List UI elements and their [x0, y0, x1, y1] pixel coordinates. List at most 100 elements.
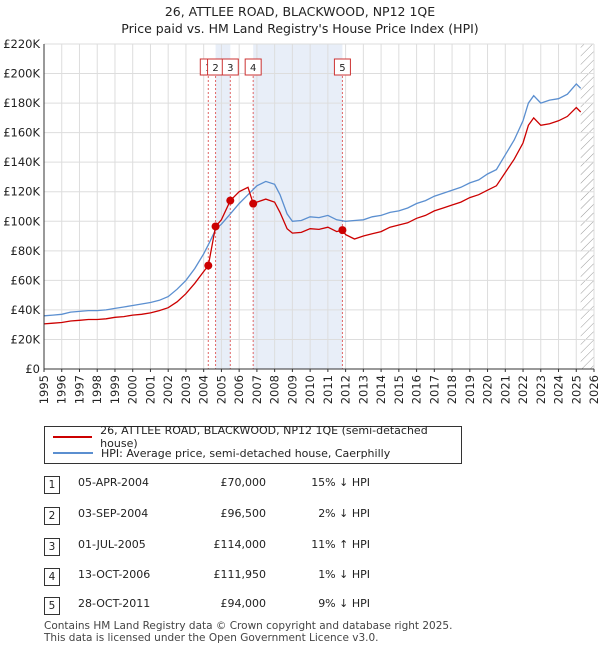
table-row: 5 28-OCT-2011 £94,000 9% ↓ HPI: [0, 597, 600, 617]
transaction-5-point: [338, 226, 347, 235]
transaction-price: £94,000: [220, 597, 267, 610]
marker-box-frame: [333, 58, 351, 76]
price-chart: 12345£0£20K£40K£60K£80K£100K£120K£140K£1…: [3, 37, 600, 404]
footer-licence: This data is licensed under the Open Gov…: [44, 632, 379, 644]
legend-item-hpi: HPI: Average price, semi-detached house,…: [53, 445, 390, 461]
marker-box-label: 2: [212, 63, 218, 74]
x-tick-label: 2014: [374, 375, 388, 404]
transaction-3-marker-box: 3: [221, 58, 239, 76]
table-row: 3 01-JUL-2005 £114,000 11% ↑ HPI: [0, 538, 600, 558]
transaction-number: 2: [44, 507, 60, 525]
x-tick-label: 2007: [250, 375, 264, 404]
y-tick-label: £100K: [3, 214, 40, 228]
legend-label-property: 26, ATTLEE ROAD, BLACKWOOD, NP12 1QE (se…: [100, 424, 428, 450]
x-tick-label: 2004: [197, 375, 211, 404]
shaded-period-4-5: [253, 44, 343, 369]
transaction-hpi: 2% ↓ HPI: [318, 507, 370, 520]
transaction-4-point: [249, 199, 258, 208]
transaction-5-marker-box: 5: [333, 58, 351, 76]
y-tick-label: £200K: [3, 67, 40, 81]
x-tick-label: 2001: [143, 375, 157, 404]
marker-box-label: 5: [339, 63, 345, 74]
x-tick-label: 2021: [498, 375, 512, 404]
transaction-1-point: [204, 261, 213, 270]
chart-title-line2: Price paid vs. HM Land Registry's House …: [121, 21, 479, 36]
legend: 26, ATTLEE ROAD, BLACKWOOD, NP12 1QE (se…: [44, 424, 462, 464]
x-tick-label: 2012: [339, 375, 353, 404]
table-row: 4 13-OCT-2006 £111,950 1% ↓ HPI: [0, 568, 600, 588]
transaction-date: 13-OCT-2006: [78, 568, 151, 581]
x-tick-label: 2013: [356, 375, 370, 404]
y-tick-label: £120K: [3, 185, 40, 199]
legend-label-hpi: HPI: Average price, semi-detached house,…: [101, 446, 391, 460]
x-tick-label: 2000: [126, 375, 140, 404]
transaction-price: £96,500: [220, 507, 267, 520]
x-tick-label: 2003: [179, 375, 193, 404]
footer: Contains HM Land Registry data © Crown c…: [44, 620, 452, 644]
transaction-3-point: [226, 196, 235, 205]
x-tick-label: 2006: [232, 375, 246, 404]
y-tick-label: £40K: [11, 303, 41, 317]
x-tick-label: 2011: [321, 375, 335, 404]
transaction-hpi: 15% ↓ HPI: [311, 476, 370, 489]
x-tick-label: 2019: [463, 375, 477, 404]
hpi-series-line: [43, 82, 582, 317]
marker-box-label: 3: [227, 63, 233, 74]
transaction-price: £70,000: [220, 476, 267, 489]
x-tick-label: 1995: [37, 375, 51, 404]
transaction-price: £111,950: [213, 568, 267, 581]
transaction-number: 1: [44, 476, 60, 494]
x-tick-label: 1997: [72, 375, 86, 404]
marker-box-label: 4: [250, 63, 256, 74]
transaction-date: 05-APR-2004: [78, 476, 150, 489]
x-tick-label: 2023: [534, 375, 548, 404]
forecast-hatch-region: [580, 44, 594, 369]
transaction-date: 01-JUL-2005: [78, 538, 146, 551]
y-tick-label: £80K: [11, 244, 41, 258]
transaction-date: 03-SEP-2004: [78, 507, 149, 520]
marker-box-frame: [244, 58, 262, 76]
y-tick-label: £220K: [3, 37, 40, 51]
x-tick-label: 2025: [569, 375, 583, 404]
footer-copyright: Contains HM Land Registry data © Crown c…: [44, 620, 453, 632]
x-tick-label: 2002: [161, 375, 175, 404]
x-tick-label: 2022: [516, 375, 530, 404]
x-tick-label: 2018: [445, 375, 459, 404]
x-tick-label: 1996: [55, 375, 69, 404]
x-tick-label: 2017: [427, 375, 441, 404]
table-row: 1 05-APR-2004 £70,000 15% ↓ HPI: [0, 476, 600, 496]
x-tick-label: 2009: [285, 375, 299, 404]
x-tick-label: 2020: [481, 375, 495, 404]
table-row: 2 03-SEP-2004 £96,500 2% ↓ HPI: [0, 507, 600, 527]
transaction-number: 4: [44, 568, 60, 586]
property-series-line: [43, 106, 582, 325]
legend-swatch-hpi: [53, 452, 93, 454]
x-tick-label: 2015: [392, 375, 406, 404]
transaction-number: 3: [44, 538, 60, 556]
y-tick-label: £180K: [3, 96, 40, 110]
y-tick-label: £60K: [11, 273, 41, 287]
transaction-hpi: 1% ↓ HPI: [318, 568, 370, 581]
x-tick-label: 2008: [268, 375, 282, 404]
x-tick-label: 2024: [552, 375, 566, 404]
transaction-hpi: 11% ↑ HPI: [311, 538, 370, 551]
legend-item-property: 26, ATTLEE ROAD, BLACKWOOD, NP12 1QE (se…: [53, 424, 461, 450]
x-tick-label: 2016: [410, 375, 424, 404]
x-tick-label: 1999: [108, 375, 122, 404]
shaded-period-2-3: [215, 44, 231, 369]
legend-swatch-property: [53, 436, 93, 438]
y-tick-label: £160K: [3, 126, 40, 140]
transaction-date: 28-OCT-2011: [78, 597, 151, 610]
chart-title-line1: 26, ATTLEE ROAD, BLACKWOOD, NP12 1QE: [164, 4, 436, 19]
x-tick-label: 2010: [303, 375, 317, 404]
y-tick-label: £0: [25, 362, 40, 376]
transaction-price: £114,000: [213, 538, 267, 551]
transaction-2-marker-box: 2: [207, 58, 225, 76]
x-tick-label: 2005: [214, 375, 228, 404]
x-tick-label: 2026: [587, 375, 600, 404]
y-tick-label: £20K: [11, 332, 41, 346]
transaction-hpi: 9% ↓ HPI: [318, 597, 370, 610]
transaction-2-point: [211, 222, 220, 231]
transaction-4-marker-box: 4: [244, 58, 262, 76]
x-tick-label: 1998: [90, 375, 104, 404]
